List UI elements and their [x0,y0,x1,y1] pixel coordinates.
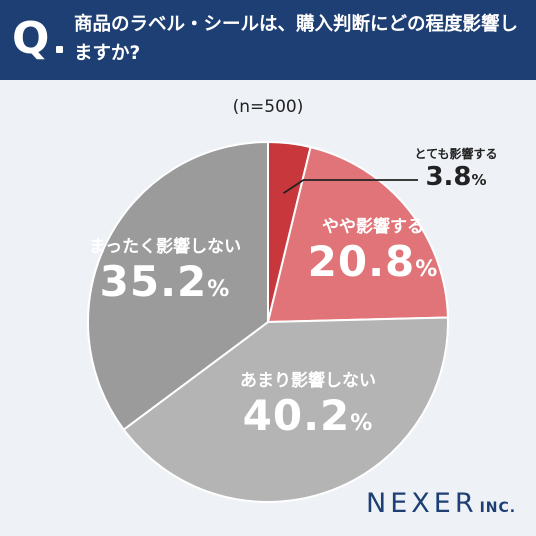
q-mark: Q [12,13,50,64]
pie-slice-3 [87,140,269,432]
logo-main: NEXER [366,488,478,519]
slice-category: あまり影響しない [240,371,376,391]
pie-slice-2 [122,316,449,503]
slice-label-very-much: とても影響する 3.8% [396,146,516,195]
slice-label-not-at-all: まったく影響しない 35.2% [70,236,260,314]
question-header: Q 商品のラベル・シールは、購入判断にどの程度影響しますか? [0,0,536,80]
slice-category: やや影響する [322,217,424,237]
slice-value: 3.8% [425,162,487,192]
slice-category: まったく影響しない [88,237,242,257]
nexer-logo: NEXER INC. [366,488,516,519]
sample-size-label: (n=500) [232,97,304,117]
slice-value: 20.8% [307,237,439,286]
q-dot [56,46,63,53]
slice-value: 35.2% [99,257,231,306]
logo-sub: INC. [479,500,517,516]
leader-line [282,179,418,195]
slice-value: 40.2% [242,391,374,440]
question-text: 商品のラベル・シールは、購入判断にどの程度影響しますか? [74,14,519,64]
slice-category: とても影響する [414,147,498,161]
pie-slice-1 [266,145,449,324]
slice-label-not-much: あまり影響しない 40.2% [208,370,408,448]
slice-label-somewhat: やや影響する 20.8% [283,216,463,294]
